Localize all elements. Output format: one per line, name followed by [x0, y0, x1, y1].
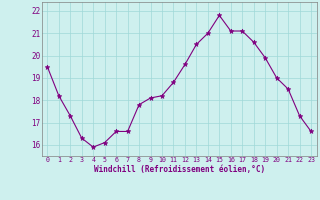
X-axis label: Windchill (Refroidissement éolien,°C): Windchill (Refroidissement éolien,°C): [94, 165, 265, 174]
